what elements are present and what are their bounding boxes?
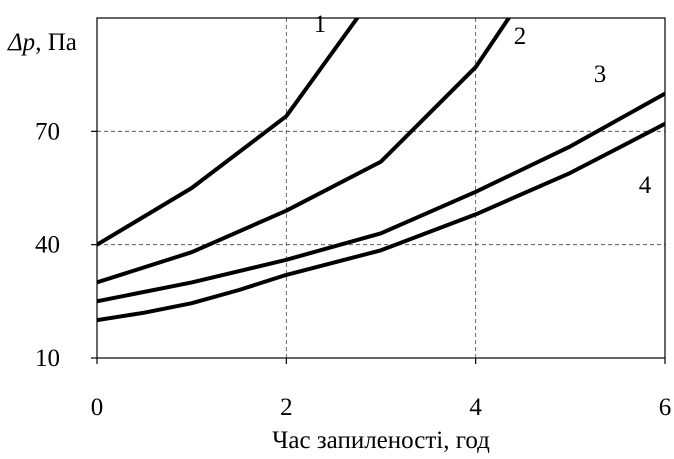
x-tick-label: 2 — [280, 394, 293, 421]
grid-lines — [91, 18, 666, 364]
series-label-2: 2 — [514, 23, 527, 50]
y-axis-label-symbol: Δp — [7, 29, 35, 56]
series-labels: 1 2 3 4 — [314, 11, 652, 199]
series-lines — [97, 18, 665, 323]
y-tick-labels: 10 40 70 — [35, 118, 60, 372]
series-line-4 — [97, 121, 665, 323]
series-label-3: 3 — [594, 61, 607, 88]
y-tick-label: 40 — [35, 232, 60, 259]
series-label-1: 1 — [314, 11, 327, 38]
series-line-3 — [97, 91, 665, 304]
x-tick-label: 4 — [469, 394, 482, 421]
series-line-2 — [97, 18, 511, 285]
plot-area-frame — [96, 17, 666, 359]
y-axis-label: Δp, Па — [7, 29, 77, 56]
series-label-4: 4 — [639, 172, 652, 199]
x-tick-labels: 0 2 4 6 — [91, 394, 672, 421]
y-tick-label: 70 — [35, 118, 60, 145]
x-tick-label: 6 — [659, 394, 672, 421]
y-tick-label: 10 — [35, 345, 60, 372]
series-line-1 — [97, 18, 360, 247]
y-axis-label-unit: , Па — [35, 29, 77, 56]
x-axis-label: Час запиленості, год — [272, 427, 490, 454]
x-tick-label: 0 — [91, 394, 104, 421]
